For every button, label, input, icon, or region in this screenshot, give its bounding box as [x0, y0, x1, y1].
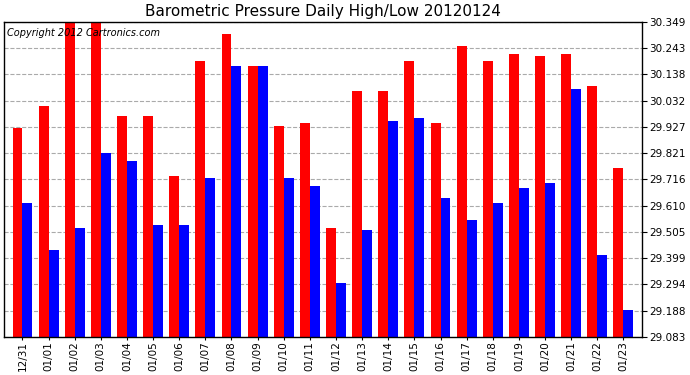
Bar — [179, 225, 189, 337]
Bar — [587, 86, 598, 337]
Bar — [623, 310, 633, 337]
Bar — [195, 61, 206, 337]
Bar — [431, 123, 440, 337]
Bar — [509, 54, 519, 337]
Bar — [326, 228, 336, 337]
Bar — [153, 225, 163, 337]
Bar — [274, 126, 284, 337]
Bar — [39, 106, 48, 337]
Bar — [48, 251, 59, 337]
Bar — [613, 168, 623, 337]
Bar — [336, 283, 346, 337]
Title: Barometric Pressure Daily High/Low 20120124: Barometric Pressure Daily High/Low 20120… — [145, 4, 501, 19]
Bar — [206, 178, 215, 337]
Bar — [101, 153, 111, 337]
Bar — [545, 183, 555, 337]
Bar — [143, 116, 153, 337]
Bar — [91, 21, 101, 337]
Text: Copyright 2012 Cartronics.com: Copyright 2012 Cartronics.com — [8, 28, 160, 38]
Bar — [404, 61, 415, 337]
Bar — [300, 123, 310, 337]
Bar — [466, 220, 477, 337]
Bar — [284, 178, 294, 337]
Bar — [310, 186, 319, 337]
Bar — [493, 203, 503, 337]
Bar — [483, 61, 493, 337]
Bar — [169, 176, 179, 337]
Bar — [457, 46, 466, 337]
Bar — [388, 121, 398, 337]
Bar — [221, 34, 231, 337]
Bar — [440, 198, 451, 337]
Bar — [127, 161, 137, 337]
Bar — [75, 228, 85, 337]
Bar — [571, 88, 581, 337]
Bar — [12, 129, 23, 337]
Bar — [561, 54, 571, 337]
Bar — [535, 56, 545, 337]
Bar — [23, 203, 32, 337]
Bar — [257, 66, 268, 337]
Bar — [598, 255, 607, 337]
Bar — [117, 116, 127, 337]
Bar — [65, 21, 75, 337]
Bar — [519, 188, 529, 337]
Bar — [415, 118, 424, 337]
Bar — [248, 66, 257, 337]
Bar — [362, 231, 372, 337]
Bar — [378, 91, 388, 337]
Bar — [231, 66, 241, 337]
Bar — [352, 91, 362, 337]
